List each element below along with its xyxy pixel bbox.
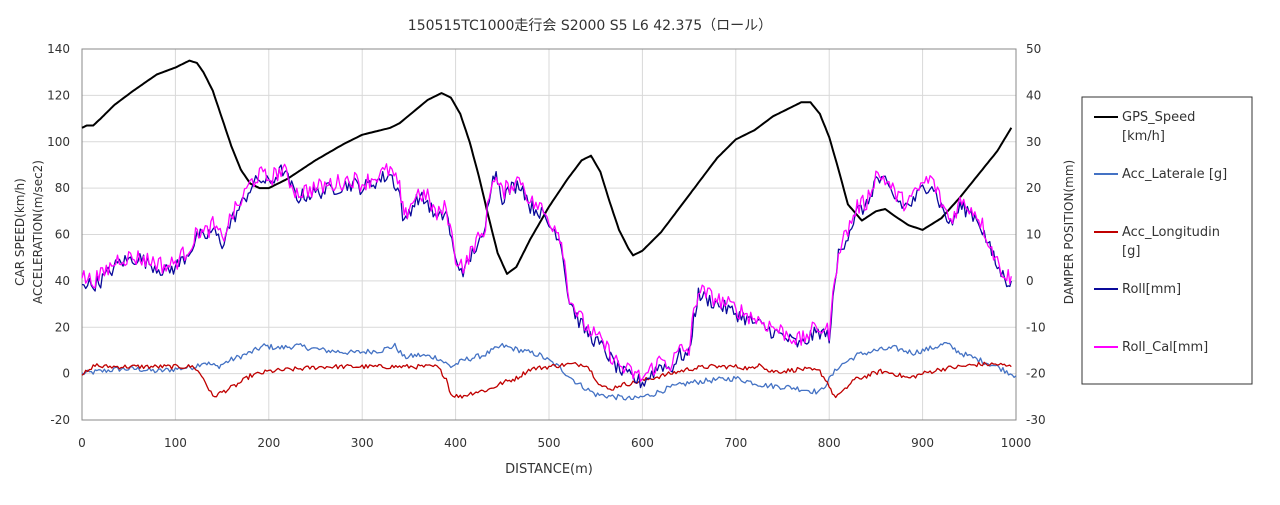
- x-tick-label: 1000: [1001, 436, 1032, 450]
- y-left-tick-label: 80: [55, 181, 70, 195]
- y-left-axis-ticks: -20 0 20 40 60 80 100 120 140: [47, 42, 70, 427]
- y-left-tick-label: 20: [55, 320, 70, 334]
- legend-label-line2: [g]: [1122, 244, 1140, 259]
- y-left-axis-label-line1: CAR SPEED(km/h): [13, 178, 27, 286]
- x-tick-label: 600: [631, 436, 654, 450]
- plot-area: [81, 48, 1017, 421]
- chart-title: 150515TC1000走行会 S2000 S5 L6 42.375（ロール）: [408, 18, 772, 34]
- series-line-2: [81, 341, 1017, 401]
- series-line-4: [81, 164, 1012, 389]
- y-right-tick-label: 10: [1026, 228, 1041, 242]
- x-tick-label: 700: [724, 436, 747, 450]
- legend-label: Roll_Cal[mm]: [1122, 340, 1208, 355]
- grid: [81, 48, 1017, 421]
- legend-label: Roll[mm]: [1122, 282, 1181, 297]
- x-axis-ticks: 0 100 200 300 400 500 600 700 800 900 1000: [78, 436, 1031, 450]
- legend-label: GPS_Speed: [1122, 110, 1195, 125]
- y-right-tick-label: 20: [1026, 181, 1041, 195]
- x-tick-label: 100: [164, 436, 187, 450]
- series-line-5: [81, 163, 1012, 382]
- series-line-3: [81, 361, 1012, 399]
- x-tick-label: 900: [911, 436, 934, 450]
- y-left-tick-label: 60: [55, 228, 70, 242]
- x-tick-label: 500: [538, 436, 561, 450]
- x-tick-label: 200: [257, 436, 280, 450]
- series-line-1: [81, 59, 1013, 275]
- y-right-tick-label: -10: [1026, 320, 1046, 334]
- x-axis-label: DISTANCE(m): [505, 462, 593, 477]
- x-tick-label: 300: [351, 436, 374, 450]
- y-right-tick-label: 50: [1026, 42, 1041, 56]
- x-tick-label: 400: [444, 436, 467, 450]
- legend-box: [1081, 96, 1253, 385]
- legend-label-line2: [km/h]: [1122, 129, 1165, 144]
- y-right-tick-label: 40: [1026, 88, 1041, 102]
- y-right-tick-label: -20: [1026, 367, 1046, 381]
- y-right-axis-label: DAMPER POSITION(mm): [1062, 160, 1076, 304]
- y-left-tick-label: 140: [47, 42, 70, 56]
- legend-label: Acc_Longitudin: [1122, 225, 1220, 240]
- y-right-tick-label: 30: [1026, 135, 1041, 149]
- x-tick-label: 0: [78, 436, 86, 450]
- y-right-tick-label: -30: [1026, 413, 1046, 427]
- x-tick-label: 800: [818, 436, 841, 450]
- y-left-tick-label: 100: [47, 135, 70, 149]
- y-left-tick-label: 0: [62, 367, 70, 381]
- y-left-tick-label: 120: [47, 88, 70, 102]
- y-left-tick-label: 40: [55, 274, 70, 288]
- y-right-tick-label: 0: [1026, 274, 1034, 288]
- legend: GPS_Speed [km/h] Acc_Laterale [g] Acc_Longi…: [1081, 96, 1253, 385]
- y-right-axis-ticks: -30 -20 -10 0 10 20 30 40 50: [1026, 42, 1046, 427]
- y-left-axis-label-line2: ACCELERATION(m/sec2): [31, 160, 45, 304]
- legend-label: Acc_Laterale [g]: [1122, 167, 1227, 182]
- series-lines: [81, 59, 1017, 401]
- y-left-tick-label: -20: [50, 413, 70, 427]
